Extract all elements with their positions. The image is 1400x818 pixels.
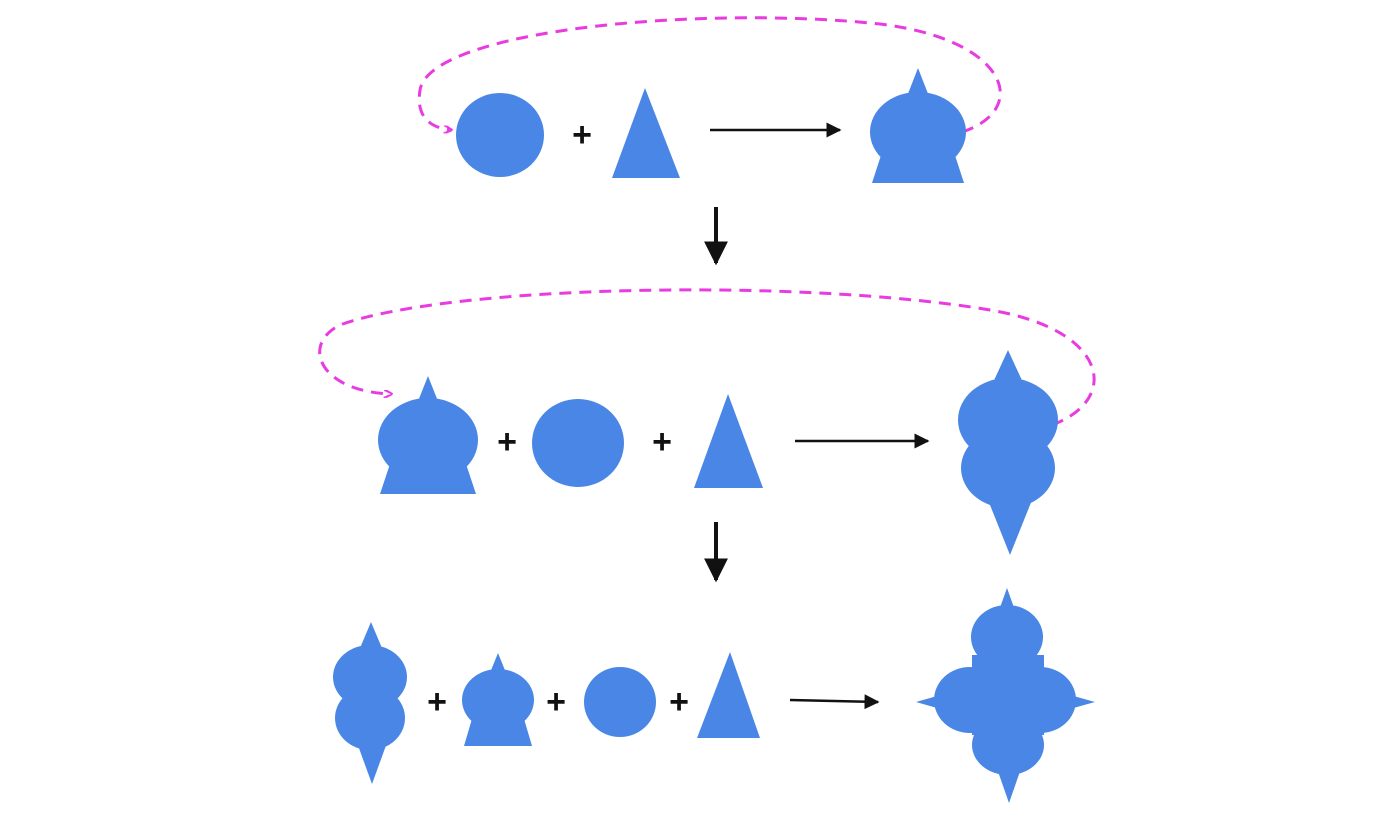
feedback-loop-arrow-row-1 bbox=[417, 16, 1002, 132]
arrow-right-icon bbox=[789, 694, 880, 710]
circle-shape bbox=[456, 93, 544, 177]
circle-shape bbox=[532, 399, 624, 487]
plus-icon: + bbox=[652, 423, 672, 461]
feedback-loop-arrow-row-2 bbox=[318, 288, 1096, 427]
plus-icon: + bbox=[572, 116, 592, 154]
four-lobed-star-shape bbox=[916, 588, 1095, 803]
row-3: + + + bbox=[333, 588, 1095, 803]
row-2: + + bbox=[318, 288, 1096, 555]
double-circle-spindle-shape bbox=[958, 350, 1058, 555]
row-1: + bbox=[417, 16, 1002, 183]
circle-triangle-bell-shape bbox=[870, 68, 966, 183]
circle-triangle-bell-shape bbox=[378, 376, 478, 494]
plus-icon: + bbox=[497, 423, 517, 461]
triangle-shape bbox=[697, 652, 760, 738]
plus-icon: + bbox=[546, 683, 566, 721]
double-circle-spindle-shape bbox=[333, 622, 407, 784]
plus-icon: + bbox=[427, 683, 447, 721]
plus-icon: + bbox=[669, 683, 689, 721]
circle-shape bbox=[584, 667, 656, 737]
triangle-shape bbox=[612, 88, 680, 178]
circle-triangle-bell-shape bbox=[462, 653, 534, 746]
triangle-shape bbox=[694, 394, 763, 488]
